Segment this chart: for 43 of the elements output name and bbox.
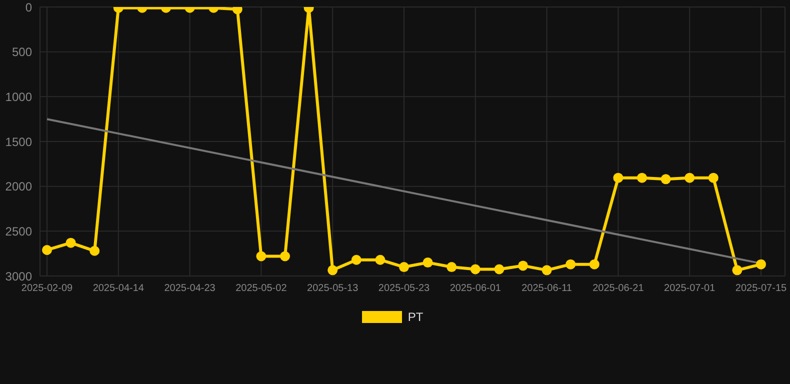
x-tick-label: 2025-07-01 (664, 283, 716, 294)
point (637, 172, 647, 183)
x-tick-label: 2025-05-23 (378, 283, 430, 294)
x-tick-label: 2025-06-21 (592, 283, 644, 294)
point (542, 265, 552, 276)
point (328, 265, 338, 276)
y-tick-label: 3000 (5, 269, 32, 284)
y-tick-label: 2000 (5, 180, 32, 194)
point (589, 259, 600, 270)
point (518, 260, 528, 271)
point (732, 265, 742, 276)
x-tick-label: 2025-06-01 (450, 283, 502, 294)
y-tick-label: 0 (25, 0, 32, 14)
legend-label: PT (408, 310, 424, 324)
point (470, 264, 480, 274)
point (422, 258, 433, 268)
point (375, 254, 386, 265)
y-tick-label: 1500 (5, 134, 32, 149)
point (566, 259, 576, 270)
point (756, 259, 766, 270)
point (446, 262, 457, 272)
point (660, 174, 671, 184)
point (42, 244, 52, 255)
x-tick-label: 2025-02-09 (21, 283, 74, 294)
point (256, 251, 266, 262)
point (613, 172, 624, 183)
point (399, 262, 409, 272)
x-tick-label: 2025-06-11 (522, 283, 572, 294)
point (280, 251, 290, 262)
point (684, 172, 695, 183)
point (351, 254, 362, 265)
x-tick-label: 2025-05-02 (236, 283, 288, 294)
point (494, 264, 504, 274)
point (66, 238, 76, 248)
y-tick-label: 2500 (5, 224, 32, 238)
point (90, 246, 100, 256)
x-tick-label: 2025-04-14 (92, 283, 144, 294)
x-tick-label: 2025-04-23 (164, 283, 216, 294)
point (708, 172, 718, 183)
y-tick-label: 1000 (5, 90, 32, 104)
x-tick-label: 2025-05-13 (307, 283, 359, 294)
y-tick-label: 500 (12, 45, 32, 60)
x-tick-label: 2025-07-15 (735, 283, 788, 294)
